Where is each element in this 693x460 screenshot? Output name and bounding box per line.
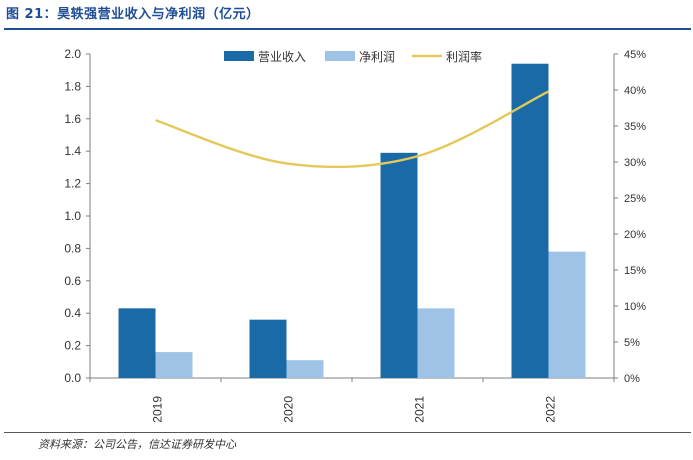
net-profit-bar <box>548 251 586 378</box>
source-note: 资料来源：公司公告，信达证券研发中心 <box>38 438 236 451</box>
right-tick-label: 30% <box>624 157 646 169</box>
legend-swatch <box>325 51 355 61</box>
left-tick-label: 1.8 <box>64 79 81 93</box>
net-profit-bar <box>286 360 324 378</box>
legend: 营业收入 净利润 利润率 <box>224 49 482 64</box>
margin-line <box>155 90 550 169</box>
right-tick-label: 40% <box>624 85 646 97</box>
figure-title: 图 21：昊轶强营业收入与净利润（亿元） <box>6 7 260 22</box>
left-tick-label: 1.0 <box>64 209 81 223</box>
title-rule <box>4 28 691 30</box>
right-tick-label: 25% <box>624 193 646 205</box>
revenue-bar <box>249 319 287 378</box>
legend-label: 营业收入 <box>258 50 306 64</box>
x-tick-label: 2019 <box>151 396 165 423</box>
right-tick-label: 20% <box>624 229 646 241</box>
right-tick-label: 0% <box>624 373 640 385</box>
bars <box>118 63 586 378</box>
right-tick-label: 15% <box>624 265 646 277</box>
legend-label: 利润率 <box>446 49 482 64</box>
right-tick-label: 5% <box>624 337 640 349</box>
left-tick-label: 0.8 <box>64 241 81 255</box>
bottom-rule <box>4 432 691 433</box>
right-tick-label: 45% <box>624 49 646 61</box>
right-tick-label: 10% <box>624 301 646 313</box>
legend-swatch <box>224 51 254 61</box>
left-tick-label: 1.4 <box>64 144 81 158</box>
margin-line-path <box>155 90 550 169</box>
net-profit-bar <box>155 352 193 378</box>
revenue-bar <box>511 63 549 378</box>
net-profit-bar <box>417 308 455 378</box>
left-tick-label: 1.2 <box>64 177 81 191</box>
revenue-bar <box>380 152 418 378</box>
legend-label: 净利润 <box>359 50 395 64</box>
revenue-bar <box>118 308 156 378</box>
left-tick-label: 0.4 <box>64 306 81 320</box>
left-tick-label: 0.6 <box>64 274 81 288</box>
left-tick-label: 1.6 <box>64 112 81 126</box>
x-tick-label: 2020 <box>282 396 296 423</box>
left-tick-label: 2.0 <box>64 47 81 61</box>
chart: 营业收入 净利润 利润率 0.0 0.2 0.4 0.6 0.8 1.0 1.2 1.4 1.6 1.… <box>64 47 646 423</box>
right-tick-label: 35% <box>624 121 646 133</box>
left-tick-label: 0.2 <box>64 339 81 353</box>
x-tick-label: 2022 <box>544 396 558 423</box>
left-tick-label: 0.0 <box>64 371 81 385</box>
x-tick-label: 2021 <box>413 396 427 423</box>
